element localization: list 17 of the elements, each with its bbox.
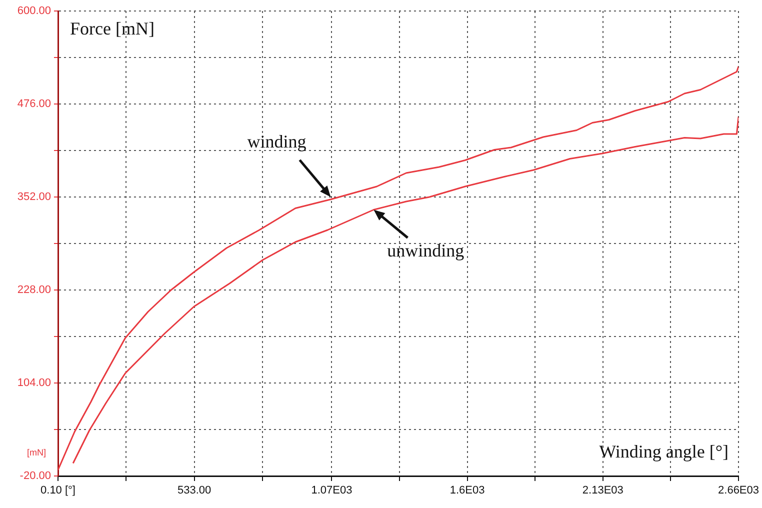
annotation: winding: [247, 132, 306, 152]
x-tick-label: 2.13E03: [582, 484, 624, 497]
x-axis-title: Winding angle [°]: [599, 442, 729, 462]
y-tick-label: 104.00: [17, 377, 51, 390]
annotation: unwinding: [387, 240, 464, 260]
y-tick-label: 600.00: [17, 5, 51, 18]
x-tick-label: 2.66E03: [718, 484, 759, 497]
y-tick-label: 352.00: [17, 191, 51, 204]
y-tick-label: 476.00: [17, 98, 51, 110]
y-tick-label: -20.00: [20, 470, 51, 482]
x-tick-label: 1.6E03: [450, 484, 485, 497]
y-axis-title: Force [mN]: [70, 18, 154, 39]
x-tick-label: 0.10 [°]: [40, 484, 76, 497]
text: [mN]: [27, 447, 46, 458]
x-tick-label: 533.00: [178, 484, 212, 497]
x-tick-label: 1.07E03: [311, 484, 352, 497]
y-tick-label: 228.00: [17, 284, 51, 296]
